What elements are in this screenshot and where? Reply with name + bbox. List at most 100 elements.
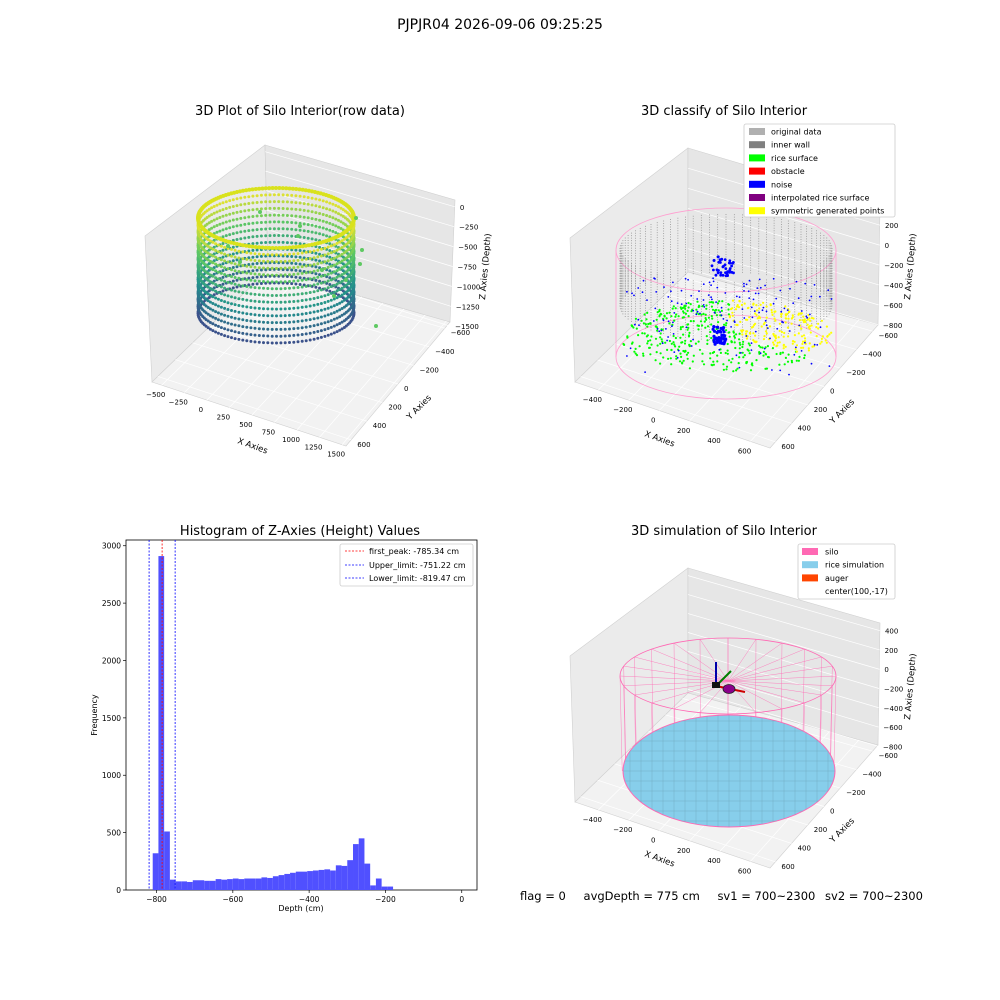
plot2-symmetric-point xyxy=(762,338,766,341)
plot1-point xyxy=(312,337,316,341)
plot2-symmetric-point xyxy=(746,307,750,310)
plot2-noise-point xyxy=(703,306,706,308)
plot2-rice-point xyxy=(659,336,662,339)
plot2-noise-point xyxy=(646,299,648,301)
plot2-symmetric-point xyxy=(807,349,811,352)
plot1-point xyxy=(233,330,237,334)
plot1-point xyxy=(253,279,257,283)
plot1-point xyxy=(249,251,253,255)
plot2-noise-point xyxy=(641,291,644,294)
plot1-point xyxy=(279,327,283,331)
plot1-point xyxy=(323,287,327,291)
plot4-silo-spoke xyxy=(727,665,833,682)
plot1-point xyxy=(319,302,323,305)
plot1-point xyxy=(283,280,287,284)
plot1-point xyxy=(294,228,298,232)
plot2-symmetric-point xyxy=(801,319,804,322)
plot1-point xyxy=(257,279,261,283)
plot2-noise-point xyxy=(637,318,640,321)
plot1-point xyxy=(233,303,237,307)
plot2-noise-point xyxy=(738,366,741,369)
plot2-noise-point xyxy=(753,310,756,312)
plot2-symmetric-point xyxy=(743,302,746,305)
plot1-point xyxy=(302,202,306,206)
plot1-point xyxy=(245,291,249,295)
plot1-point xyxy=(335,330,339,334)
plot1-point xyxy=(279,287,283,291)
plot2-symmetric-point xyxy=(763,321,766,324)
plot2-symmetric-point xyxy=(780,330,784,334)
plot1-point xyxy=(303,243,308,248)
plot2-noise-point xyxy=(727,261,731,265)
plot1-point xyxy=(294,221,298,225)
plot2-symmetric-point xyxy=(784,321,787,324)
plot2-rice-point xyxy=(641,332,644,335)
plot2-rice-point xyxy=(665,317,668,320)
histogram-legend: first_peak: -785.34 cm Upper_limit: -751… xyxy=(339,543,474,587)
plot1-point xyxy=(262,300,265,304)
plot1-point xyxy=(211,315,215,319)
plot1-point xyxy=(304,278,308,282)
plot1-point xyxy=(264,241,268,244)
plot1-point xyxy=(296,234,300,238)
plot2-symmetric-point xyxy=(741,333,744,336)
plot1-point xyxy=(285,268,289,272)
plot1-point xyxy=(279,280,283,284)
plot1-point xyxy=(338,308,342,312)
plot2-rice-point xyxy=(705,307,708,310)
plot2-symmetric-point xyxy=(828,333,831,336)
plot1-point xyxy=(272,227,276,231)
plot2-ylabel: Y Axies xyxy=(827,397,857,427)
plot2-rice-point xyxy=(649,353,652,356)
plot1-point xyxy=(316,316,320,320)
plot2-rice-point xyxy=(749,369,753,372)
plot2-rice-point xyxy=(634,347,637,350)
plot1-point xyxy=(326,245,330,249)
plot1-point xyxy=(216,263,220,267)
plot1-point xyxy=(224,207,228,210)
plot1-point xyxy=(267,186,272,191)
plot1-point xyxy=(342,244,346,248)
plot1-point xyxy=(323,321,327,325)
plot2-noise-point xyxy=(724,292,727,294)
plot2-noise-point xyxy=(702,304,705,306)
plot2-rice-point xyxy=(655,351,658,354)
plot1-point xyxy=(323,260,327,264)
plot2-noise-point xyxy=(789,287,791,290)
plot2-noise-point xyxy=(712,280,715,283)
plot1-point xyxy=(314,224,318,228)
plot1-point xyxy=(245,278,249,282)
plot1-point xyxy=(251,282,255,286)
plot2-symmetric-point xyxy=(808,317,811,320)
plot1-point xyxy=(219,251,223,255)
plot2-rice-point xyxy=(784,356,788,359)
plot1-point xyxy=(332,317,336,321)
plot1-point xyxy=(279,293,283,297)
plot2-rice-point xyxy=(781,351,785,354)
plot1-point xyxy=(223,327,227,331)
plot4-silo-wall xyxy=(833,675,837,772)
plot1-point xyxy=(223,313,227,317)
plot1-point xyxy=(296,279,300,283)
plot2-noise-point xyxy=(672,281,674,284)
plot1-point xyxy=(294,255,298,259)
plot2-legend-swatch xyxy=(749,180,765,188)
plot2-rice-point xyxy=(743,354,746,357)
plot1-point xyxy=(211,274,215,278)
histogram-bar xyxy=(295,871,302,890)
plot2-legend-swatch xyxy=(749,141,765,149)
plot1-point xyxy=(281,200,285,204)
plot1-point xyxy=(247,187,252,192)
plot1-point xyxy=(338,274,342,278)
plot1-point xyxy=(326,320,330,324)
plot2-symmetric-point xyxy=(776,341,779,344)
plot2-noise-point xyxy=(765,324,768,327)
plot2-legend-label: obstacle xyxy=(771,167,805,176)
plot1-point xyxy=(281,220,285,224)
plot1-point xyxy=(292,300,296,303)
plot2-noise-point xyxy=(810,295,813,298)
plot2-rice-point xyxy=(732,331,735,334)
plot1-point xyxy=(302,229,306,233)
plot2-symmetric-point xyxy=(810,324,813,327)
plot4-silo-spoke xyxy=(727,642,783,682)
